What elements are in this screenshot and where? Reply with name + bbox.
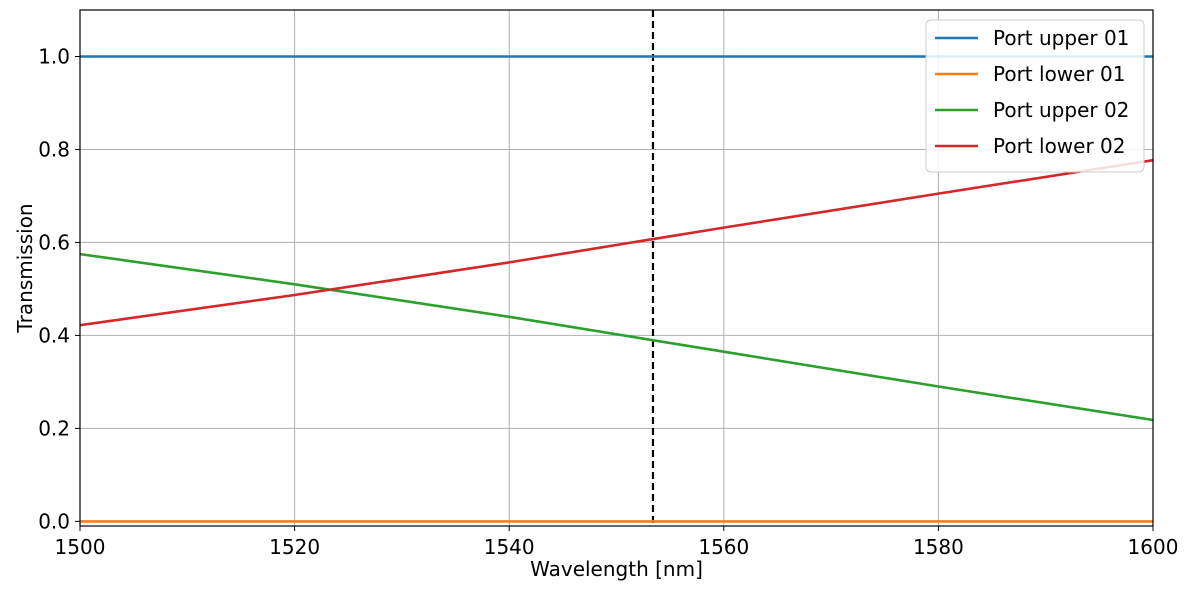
series-line-4 <box>79 158 1154 327</box>
legend-label: Port upper 01 <box>993 26 1129 50</box>
legend-label: Port lower 02 <box>993 134 1126 158</box>
x-ticks: 1500 1520 1540 1560 1580 1600 <box>55 526 1179 559</box>
y-tick-label: 0.2 <box>38 416 70 440</box>
legend-box <box>925 19 1145 173</box>
legend-label: Port upper 02 <box>993 98 1129 122</box>
y-tick-label: 1.0 <box>38 44 70 68</box>
x-tick-label: 1540 <box>484 535 535 559</box>
legend: Port upper 01 Port lower 01 Port upper 02 P… <box>925 19 1145 173</box>
x-tick-label: 1600 <box>1128 535 1179 559</box>
x-tick-label: 1580 <box>913 535 964 559</box>
legend-label: Port lower 01 <box>993 62 1126 86</box>
x-tick-label: 1560 <box>698 535 749 559</box>
x-tick-label: 1500 <box>55 535 106 559</box>
plot-frame <box>79 9 1154 527</box>
y-tick-label: 0.0 <box>38 509 70 533</box>
y-tick-label: 0.6 <box>38 230 70 254</box>
x-tick-label: 1520 <box>269 535 320 559</box>
series-line-3 <box>79 252 1154 422</box>
y-ticks: 0.0 0.2 0.4 0.6 0.8 1.0 <box>38 44 80 533</box>
y-tick-label: 0.8 <box>38 137 70 161</box>
y-axis-label: Transmission <box>13 203 37 333</box>
x-axis-label: Wavelength [nm] <box>530 557 703 581</box>
y-tick-label: 0.4 <box>38 323 70 347</box>
